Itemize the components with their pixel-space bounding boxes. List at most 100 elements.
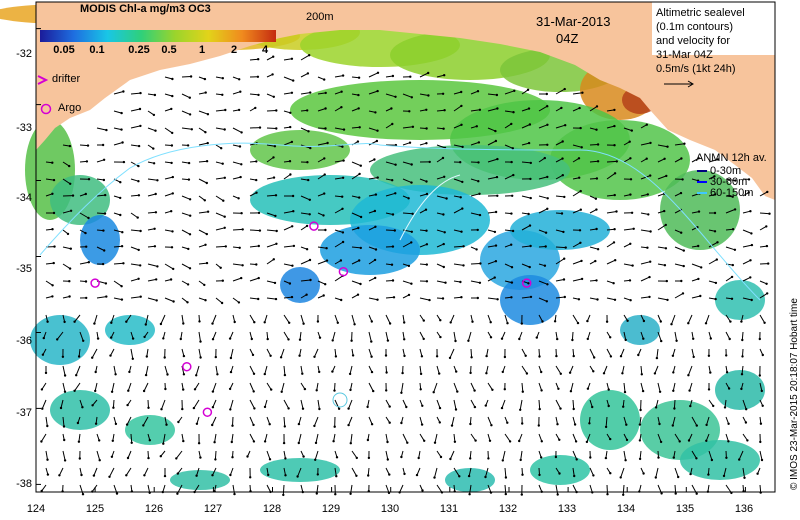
velocity-arrow-head <box>449 321 452 324</box>
argo-marker <box>309 221 319 231</box>
velocity-arrow-head <box>341 240 345 244</box>
velocity-arrow <box>215 245 226 248</box>
velocity-arrow-head <box>749 276 752 279</box>
velocity-arrow <box>283 450 286 459</box>
velocity-arrow-head <box>386 458 389 461</box>
velocity-arrow-head <box>765 244 769 248</box>
velocity-arrow-head <box>211 338 215 341</box>
velocity-arrow <box>623 127 632 132</box>
velocity-arrow-head <box>741 338 744 342</box>
velocity-arrow-head <box>675 339 678 342</box>
velocity-arrow-head <box>290 140 294 144</box>
colorbar-tick-label: 4 <box>261 44 269 56</box>
velocity-arrow-head <box>425 127 428 130</box>
velocity-arrow-head <box>415 473 419 477</box>
velocity-arrow-head <box>306 109 309 112</box>
velocity-arrow <box>436 450 442 458</box>
velocity-arrow-head <box>460 104 463 108</box>
velocity-arrow <box>62 161 70 167</box>
velocity-arrow-head <box>282 493 285 497</box>
velocity-arrow <box>317 108 326 112</box>
velocity-arrow-head <box>68 144 72 148</box>
velocity-arrow-head <box>469 422 472 426</box>
velocity-arrow <box>249 365 255 375</box>
velocity-arrow <box>674 433 681 442</box>
velocity-arrow <box>657 175 667 180</box>
velocity-arrow <box>198 229 208 235</box>
velocity-arrow <box>229 331 234 339</box>
velocity-arrow-head <box>257 244 260 248</box>
velocity-arrow <box>657 224 667 231</box>
velocity-arrow <box>723 467 727 477</box>
velocity-arrow-head <box>540 370 543 374</box>
velocity-arrow <box>266 382 272 390</box>
velocity-arrow-head <box>322 294 325 297</box>
x-tick-label: 133 <box>557 503 577 515</box>
velocity-arrow <box>232 297 240 303</box>
velocity-arrow <box>487 93 497 96</box>
velocity-arrow-head <box>238 145 242 148</box>
velocity-arrow-head <box>46 320 49 323</box>
velocity-arrow <box>555 365 562 375</box>
velocity-arrow-head <box>223 215 226 218</box>
velocity-arrow-head <box>528 265 531 269</box>
velocity-arrow-head <box>110 390 114 393</box>
altimetry-legend-line: 0.5m/s (1kt 24h) <box>656 63 736 75</box>
velocity-arrow <box>572 278 583 282</box>
velocity-arrow-head <box>501 370 504 374</box>
velocity-arrow-head <box>546 123 549 127</box>
velocity-arrow-head <box>400 421 403 425</box>
velocity-arrow-head <box>142 389 146 393</box>
velocity-arrow-head <box>595 128 598 131</box>
velocity-arrow-head <box>287 338 290 341</box>
velocity-arrow-head <box>559 407 562 410</box>
velocity-arrow-head <box>214 458 217 461</box>
velocity-arrow-head <box>233 492 236 496</box>
velocity-arrow <box>266 127 277 129</box>
velocity-arrow-head <box>474 439 477 442</box>
argo-marker <box>182 361 192 372</box>
velocity-arrow-head <box>639 408 642 412</box>
velocity-arrow <box>572 209 581 214</box>
velocity-arrow-head <box>143 335 146 339</box>
velocity-arrow-head <box>367 474 370 477</box>
velocity-arrow <box>351 161 361 167</box>
velocity-arrow <box>623 416 627 425</box>
velocity-arrow-head <box>177 420 180 424</box>
velocity-arrow <box>402 93 412 98</box>
chlorophyll-patch <box>320 225 420 275</box>
velocity-arrow <box>691 295 701 299</box>
velocity-arrow-head <box>715 258 718 261</box>
velocity-arrow-head <box>653 372 657 375</box>
velocity-arrow-head <box>681 292 685 295</box>
velocity-arrow-head <box>171 131 174 135</box>
velocity-arrow-head <box>712 404 715 408</box>
velocity-arrow-head <box>153 245 157 248</box>
velocity-arrow <box>348 416 353 426</box>
velocity-arrow <box>436 484 443 493</box>
velocity-arrow <box>229 467 234 476</box>
velocity-arrow-head <box>624 459 627 462</box>
velocity-arrow-head <box>459 280 462 284</box>
velocity-arrow-head <box>283 373 287 377</box>
velocity-arrow-head <box>323 157 326 160</box>
velocity-arrow-head <box>521 473 524 476</box>
velocity-arrow <box>130 263 141 266</box>
velocity-arrow <box>759 450 763 461</box>
velocity-arrow-head <box>454 339 457 343</box>
chlorophyll-patch <box>105 315 155 345</box>
velocity-arrow-head <box>59 406 63 410</box>
velocity-arrow <box>147 297 157 301</box>
velocity-arrow <box>333 433 336 442</box>
velocity-arrow <box>708 241 718 248</box>
velocity-arrow-head <box>613 298 617 301</box>
velocity-arrow-head <box>358 126 361 129</box>
velocity-arrow-head <box>728 337 731 341</box>
velocity-arrow-head <box>279 356 283 359</box>
velocity-arrow <box>538 124 548 129</box>
velocity-arrow-head <box>560 106 563 110</box>
velocity-arrow <box>742 399 747 410</box>
velocity-arrow <box>264 314 268 323</box>
velocity-arrow-head <box>681 178 684 181</box>
velocity-arrow-head <box>274 214 277 218</box>
